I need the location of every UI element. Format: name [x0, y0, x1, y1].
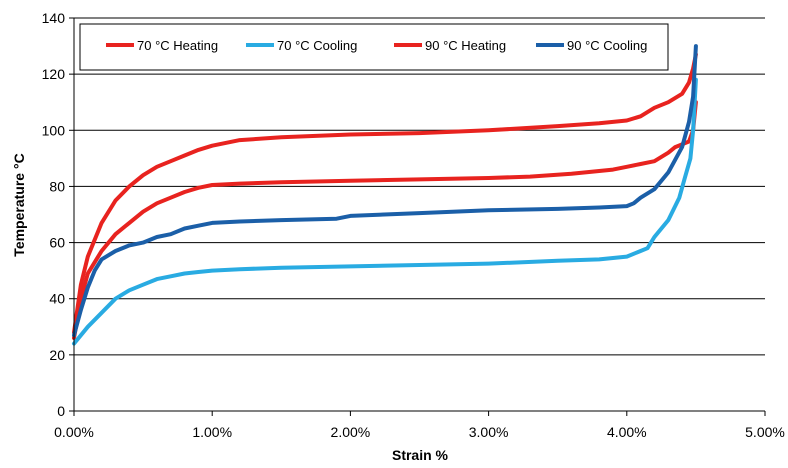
x-tick-label: 2.00% [331, 424, 371, 440]
legend: 70 °C Heating 70 °C Cooling 90 °C Heating 9… [79, 23, 669, 71]
y-axis-title: Temperature °C [11, 153, 27, 256]
legend-label: 70 °C Cooling [277, 38, 357, 53]
series-line-4 [72, 44, 698, 338]
legend-label: 70 °C Heating [137, 38, 218, 53]
legend-label: 90 °C Cooling [567, 38, 647, 53]
x-tick-label: 3.00% [469, 424, 509, 440]
y-tick-label: 120 [42, 66, 66, 82]
series-lines [72, 44, 698, 346]
legend-box [79, 23, 669, 71]
y-tick-label: 60 [49, 235, 65, 251]
y-tick-label: 80 [49, 178, 65, 194]
x-axis-title: Strain % [392, 447, 449, 463]
x-tick-label: 5.00% [745, 424, 785, 440]
y-tick-label: 0 [57, 403, 65, 419]
y-tick-label: 140 [42, 10, 66, 26]
gridlines [74, 17, 765, 356]
y-tick-label: 40 [49, 291, 65, 307]
series-line-1 [72, 100, 698, 340]
axes [69, 17, 766, 416]
x-tick-label: 4.00% [607, 424, 647, 440]
series-line-2 [72, 77, 698, 346]
x-tick-label: 0.00% [54, 424, 94, 440]
series-line-3 [72, 52, 698, 335]
tick-labels: 0 20 40 60 80 100 120 140 0.00% 1.00% 2.00% 3.00% 4.… [42, 10, 785, 440]
y-tick-label: 100 [42, 122, 66, 138]
y-tick-label: 20 [49, 347, 65, 363]
x-tick-label: 1.00% [192, 424, 232, 440]
legend-items: 70 °C Heating 70 °C Cooling 90 °C Heating 9… [106, 38, 647, 53]
legend-label: 90 °C Heating [425, 38, 506, 53]
